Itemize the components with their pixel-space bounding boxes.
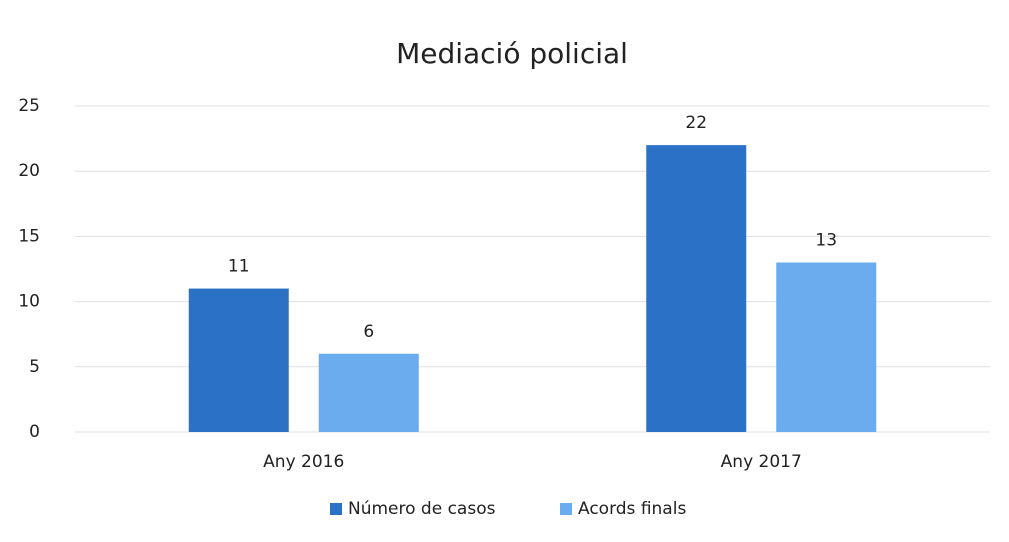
- y-tick-label: 20: [18, 161, 40, 181]
- y-tick-label: 5: [29, 357, 40, 377]
- data-label: 22: [685, 113, 707, 133]
- y-tick-label: 25: [18, 96, 40, 116]
- y-tick-label: 10: [18, 292, 40, 312]
- x-tick-label: Any 2016: [263, 452, 344, 472]
- legend-label: Número de casos: [348, 499, 496, 519]
- bar: [188, 288, 289, 432]
- bar: [776, 262, 877, 432]
- legend-marker: [560, 503, 572, 515]
- legend-marker: [330, 503, 342, 515]
- data-label: 13: [815, 230, 837, 250]
- y-tick-label: 15: [18, 226, 40, 246]
- data-label: 11: [228, 257, 250, 277]
- x-tick-label: Any 2017: [721, 452, 802, 472]
- legend-label: Acords finals: [578, 499, 686, 519]
- data-label: 6: [363, 322, 374, 342]
- y-tick-label: 0: [29, 422, 40, 442]
- chart-title: Mediació policial: [396, 37, 628, 70]
- bar: [646, 145, 747, 432]
- bar: [318, 353, 419, 432]
